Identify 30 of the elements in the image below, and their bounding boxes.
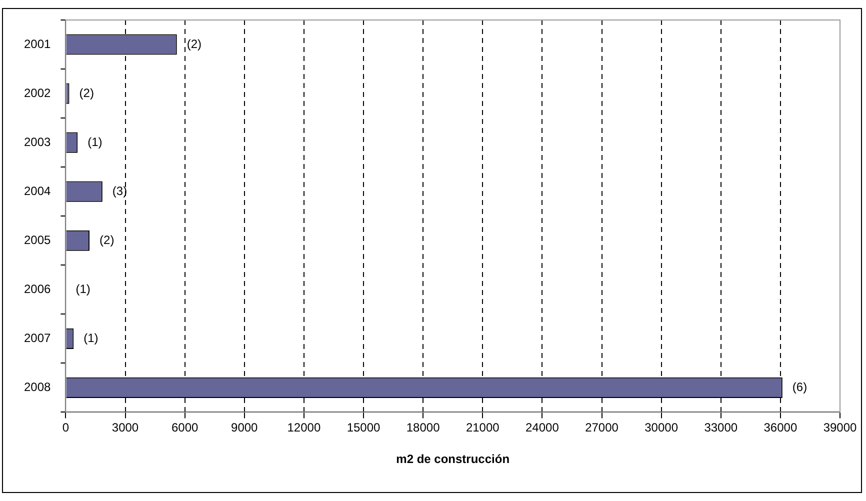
x-tick-label: 3000 <box>112 420 139 435</box>
y-tick-label: 2001 <box>24 36 52 51</box>
annotation: (2) <box>100 232 114 247</box>
annotation: (6) <box>792 380 808 394</box>
annotation: (1) <box>76 282 90 296</box>
x-tick-label: 6000 <box>171 420 198 435</box>
x-tick-label: 24000 <box>526 420 560 435</box>
y-tick-label: 2005 <box>24 232 52 247</box>
x-tick-label: 9000 <box>231 420 258 435</box>
y-tick-label: 2002 <box>24 86 52 100</box>
x-tick-label: 15000 <box>346 420 381 435</box>
x-tick-label: 12000 <box>287 420 321 435</box>
x-tick-label: 18000 <box>406 420 440 435</box>
annotation: (2) <box>186 36 202 51</box>
y-tick-label: 2004 <box>24 184 52 198</box>
y-tick-label: 2006 <box>24 282 52 296</box>
x-tick-label: 33000 <box>704 420 738 435</box>
annotation: (2) <box>79 86 94 100</box>
y-tick-label: 2007 <box>24 330 52 345</box>
x-tick-label: 27000 <box>585 420 619 435</box>
annotation: (1) <box>84 330 98 345</box>
annotation: (1) <box>88 134 102 149</box>
x-tick-label: 30000 <box>644 420 678 435</box>
y-tick-label: 2008 <box>24 380 52 394</box>
x-tick-label: 39000 <box>823 420 858 435</box>
x-tick-label: 36000 <box>764 420 798 435</box>
x-tick-label: 21000 <box>466 420 500 435</box>
x-axis-title: m2 de construcción <box>396 452 510 466</box>
y-tick-label: 2003 <box>24 134 52 149</box>
x-tick-label: 0 <box>62 420 70 435</box>
